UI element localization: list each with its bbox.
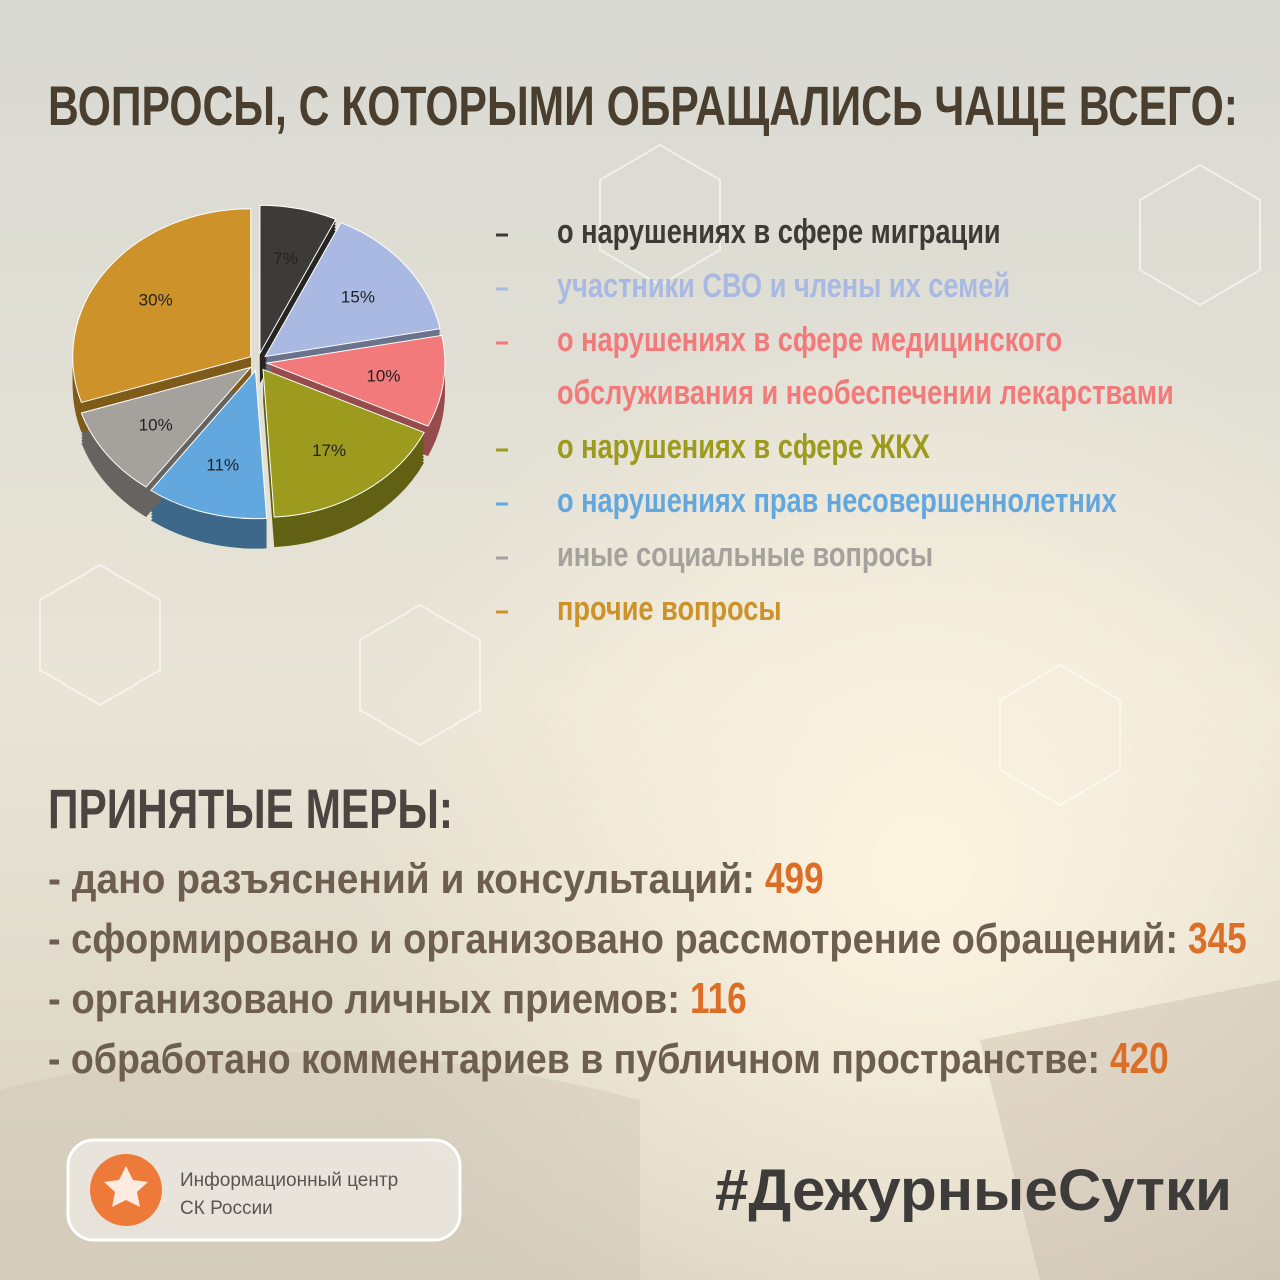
slice [80, 366, 253, 488]
decor-wave [0, 1052, 640, 1280]
content: ВОПРОСЫ, С КОТОРЫМИ ОБРАЩАЛИСЬ ЧАЩЕ ВСЕГ… [48, 76, 1247, 1224]
legend-label: иные социальные вопросы [557, 535, 933, 574]
org-name: СК России [180, 1198, 273, 1219]
logo-badge [66, 1138, 462, 1242]
measure-value: 420 [1110, 1034, 1169, 1083]
slice-label: 30% [139, 290, 173, 309]
org-name: Информационный центр [180, 1170, 398, 1191]
measure-value: 345 [1188, 914, 1247, 963]
slice [259, 204, 337, 356]
slice-label: 10% [366, 366, 400, 385]
slice [150, 369, 268, 520]
slice [264, 221, 441, 358]
slice-label: 7% [273, 249, 298, 268]
slice [262, 368, 425, 518]
measure-label: - организовано личных приемов: [48, 975, 680, 1022]
slice-label: 11% [206, 455, 239, 474]
hex-pattern [39, 143, 1261, 807]
legend-label: о нарушениях в сфере медицинского обслуж… [557, 320, 1174, 412]
logo-star [104, 1166, 148, 1207]
pie: 7% 15% 10% 17% 11% 10% 30% [72, 204, 446, 520]
slice-label: 15% [341, 288, 375, 307]
slice-label: 10% [139, 416, 173, 435]
decor-band [980, 980, 1280, 1280]
slice [72, 208, 252, 404]
legend-label: прочие вопросы [557, 589, 782, 628]
slice [265, 334, 446, 427]
measures-title: ПРИНЯТЫЕ МЕРЫ: [48, 779, 453, 841]
measure-value: 499 [765, 854, 824, 903]
legend-label: о нарушениях прав несовершеннолетних [557, 481, 1117, 520]
hashtag: #ДежурныеСутки [715, 1158, 1232, 1223]
measure-label: - дано разъяснений и консультаций: [48, 855, 755, 902]
measure-label: - обработано комментариев в публичном пр… [48, 1035, 1100, 1082]
slice-label: 17% [312, 441, 346, 460]
title: ВОПРОСЫ, С КОТОРЫМИ ОБРАЩАЛИСЬ ЧАЩЕ ВСЕГ… [48, 76, 1238, 138]
legend-label: участники СВО и члены их семей [557, 266, 1010, 305]
legend-label: о нарушениях в сфере ЖКХ [557, 427, 930, 466]
legend-label: о нарушениях в сфере миграции [557, 212, 1001, 251]
measure-label: - сформировано и организовано рассмотрен… [48, 915, 1178, 962]
measure-value: 116 [690, 974, 747, 1023]
